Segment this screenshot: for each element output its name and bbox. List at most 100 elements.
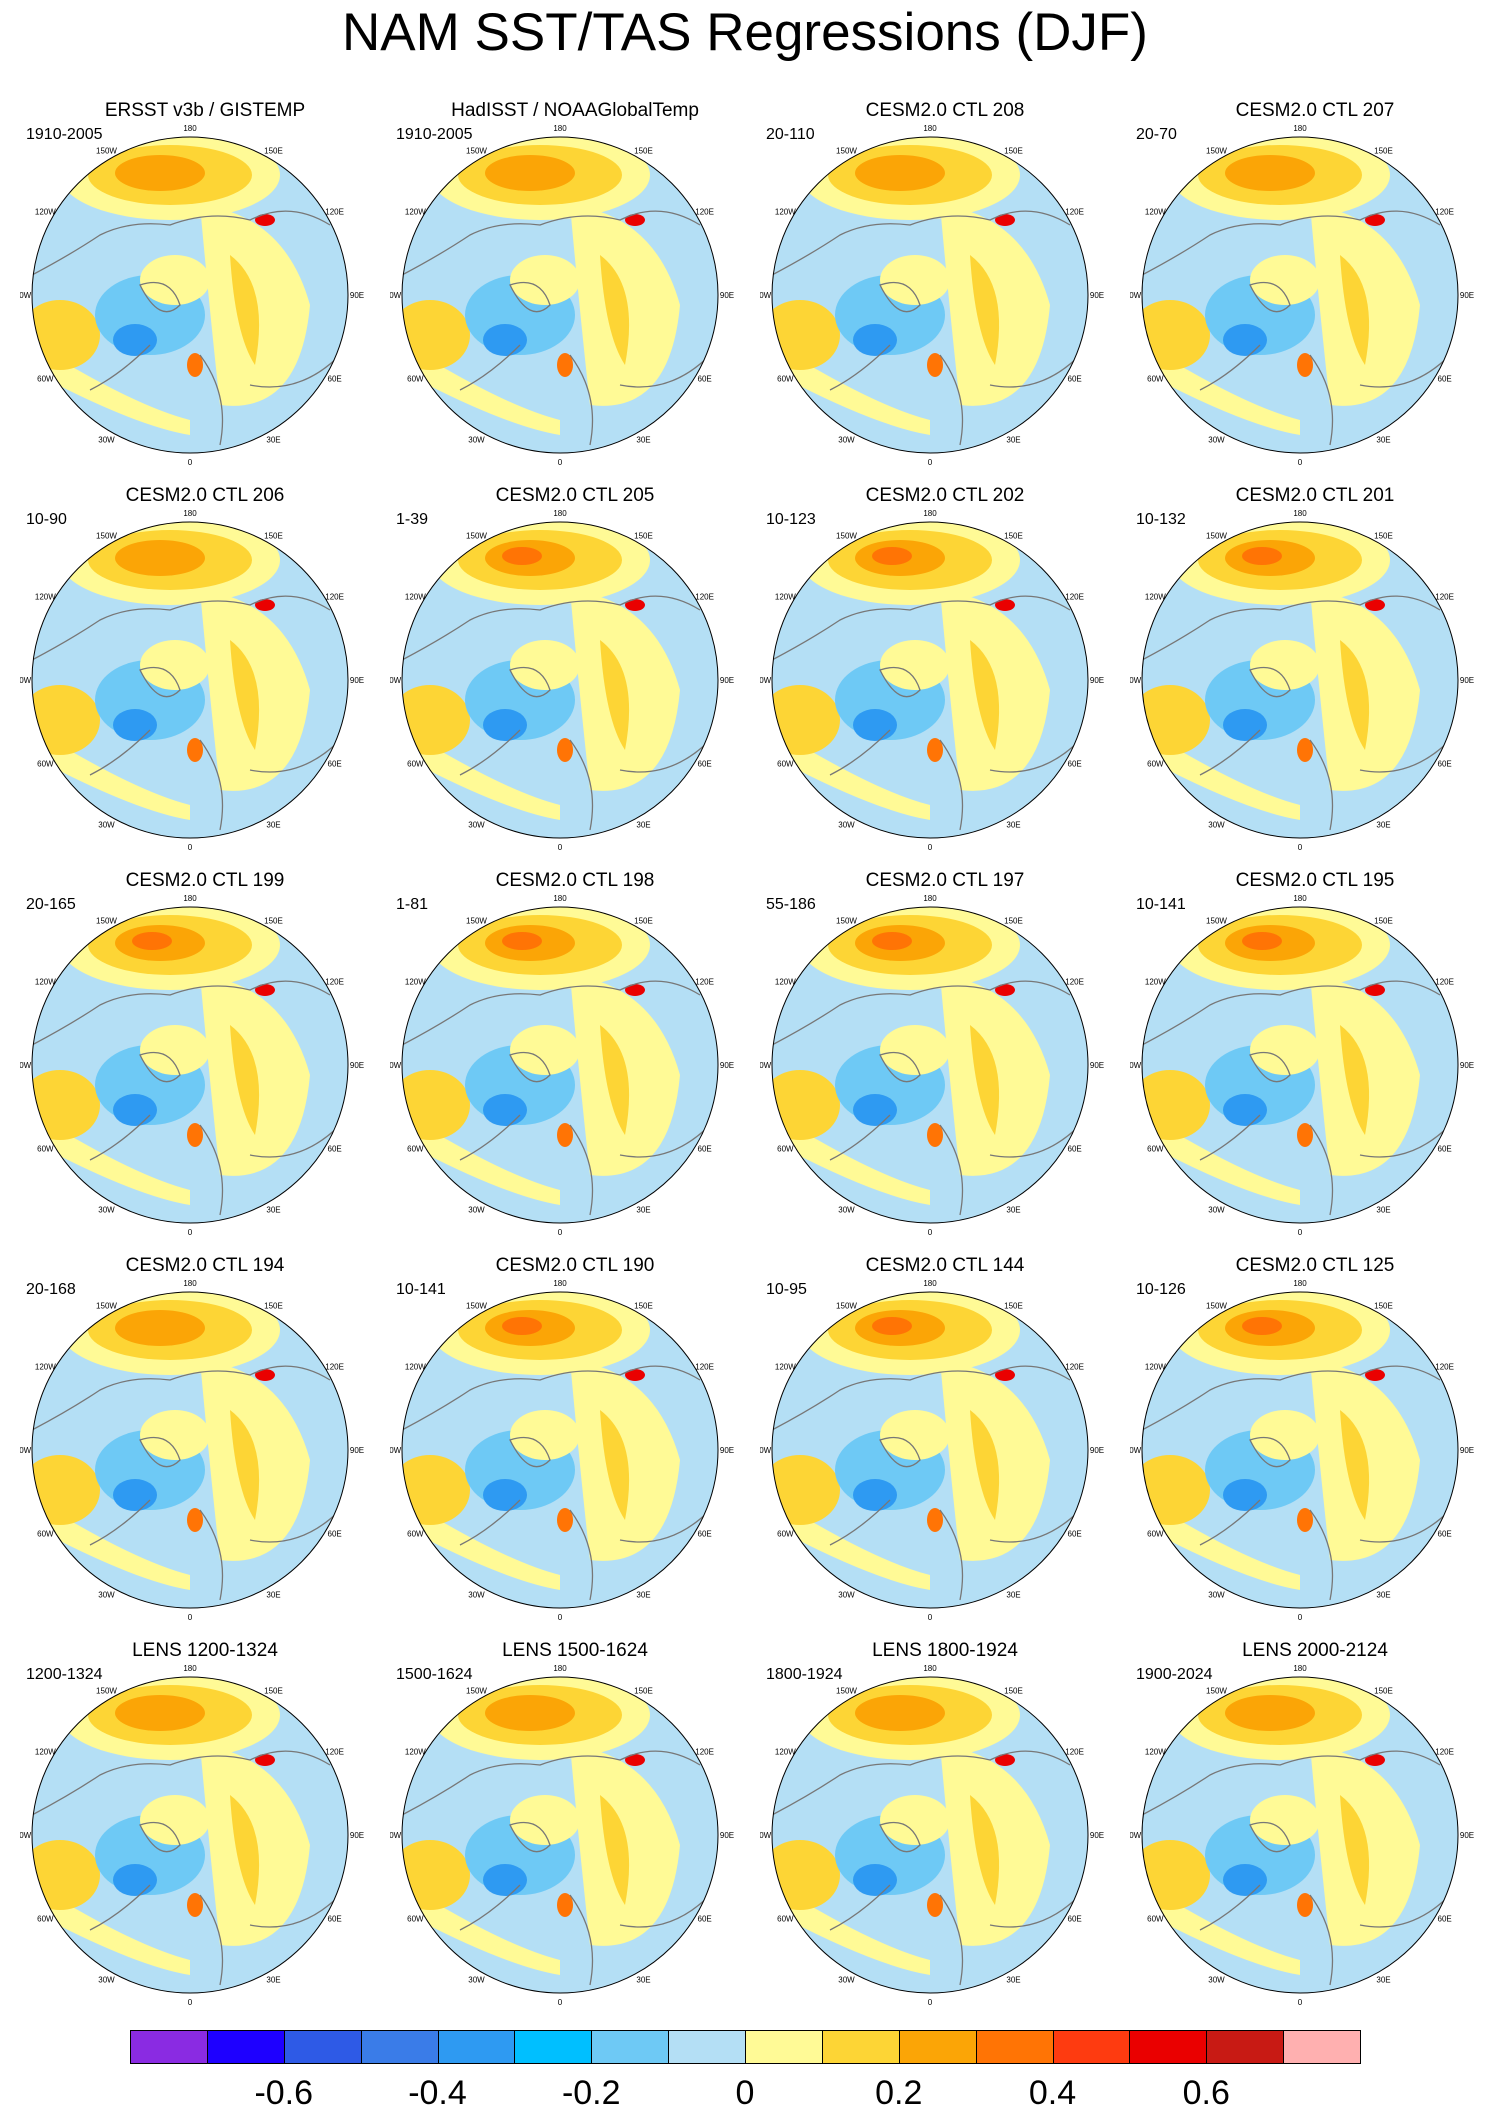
panel-title: CESM2.0 CTL 202 [865,485,1025,506]
longitude-label: 60E [1068,760,1082,769]
longitude-label: 90W [1130,676,1142,685]
longitude-label: 30E [1376,1976,1390,1985]
longitude-label: 60W [777,375,794,384]
longitude-label: 60W [1147,1530,1164,1539]
longitude-label: 60E [1438,1145,1452,1154]
panel-title: CESM2.0 CTL 197 [865,870,1025,891]
longitude-label: 90E [1090,1446,1104,1455]
panel-period: 20-70 [1136,126,1177,143]
longitude-label: 150W [96,1301,117,1310]
colorbar-box [821,2030,900,2064]
longitude-label: 30E [266,436,280,445]
longitude-label: 120E [1435,1748,1454,1757]
longitude-label: 0 [1298,1998,1303,2007]
longitude-label: 150W [96,146,117,155]
polar-map: 180 150E 120E 90E 60E 30E 0 30W 60W 90W 120W 150W [20,124,364,467]
longitude-label: 180 [923,1664,937,1673]
longitude-label: 30E [1006,1591,1020,1600]
longitude-label: 60W [407,1145,424,1154]
longitude-label: 30E [1006,821,1020,830]
colorbar-tick-label: -0.6 [254,2074,314,2112]
longitude-label: 120W [405,593,426,602]
longitude-label: 90W [1130,291,1142,300]
panel-period: 10-141 [1136,896,1186,913]
longitude-label: 120E [1065,593,1084,602]
polar-map: 180 150E 120E 90E 60E 30E 0 30W 60W 90W 120W 150W [390,124,734,467]
map-panel: 180 150E 120E 90E 60E 30E 0 30W 60W 90W 120W 150W CE… [760,485,1130,865]
map-panel: 180 150E 120E 90E 60E 30E 0 30W 60W 90W 120W 150W LE… [760,1640,1130,2020]
longitude-label: 60E [1068,1530,1082,1539]
longitude-label: 90W [390,291,402,300]
longitude-label: 150W [466,531,487,540]
colorbar: -0.6 -0.4 -0.2 0 0.2 0.4 0.6 [130,2030,1361,2112]
polar-map: 180 150E 120E 90E 60E 30E 0 30W 60W 90W 120W 150W [20,1279,364,1622]
panel-title: LENS 2000-2124 [1242,1640,1388,1661]
longitude-label: 180 [553,509,567,518]
longitude-label: 120W [775,1748,796,1757]
longitude-label: 180 [183,124,197,133]
panel-title: CESM2.0 CTL 144 [865,1255,1025,1276]
map-panel: 180 150E 120E 90E 60E 30E 0 30W 60W 90W 120W 150W LE… [390,1640,760,2020]
longitude-label: 60E [328,760,342,769]
longitude-label: 150W [1206,1301,1227,1310]
longitude-label: 120E [695,978,714,987]
longitude-label: 60W [37,1530,54,1539]
longitude-label: 120W [775,978,796,987]
longitude-label: 30W [98,1976,115,1985]
longitude-label: 180 [1293,1664,1307,1673]
longitude-label: 120E [1065,1748,1084,1757]
longitude-label: 30W [838,1591,855,1600]
longitude-label: 120E [325,208,344,217]
longitude-label: 60W [1147,1145,1164,1154]
longitude-label: 90W [760,291,772,300]
polar-map: 180 150E 120E 90E 60E 30E 0 30W 60W 90W 120W 150W [20,509,364,852]
panel-title: HadISST / NOAAGlobalTemp [451,100,699,121]
longitude-label: 150W [836,146,857,155]
longitude-label: 60W [407,1530,424,1539]
polar-map: 180 150E 120E 90E 60E 30E 0 30W 60W 90W 120W 150W [1130,894,1474,1237]
longitude-label: 120W [1145,593,1166,602]
longitude-label: 30E [1006,1206,1020,1215]
longitude-label: 60W [407,375,424,384]
panel-period: 1900-2024 [1136,1666,1213,1683]
longitude-label: 150E [1004,916,1023,925]
map-panel: 180 150E 120E 90E 60E 30E 0 30W 60W 90W 120W 150W CE… [20,485,390,865]
longitude-label: 60E [1438,1530,1452,1539]
longitude-label: 30E [266,821,280,830]
longitude-label: 30W [838,436,855,445]
longitude-label: 0 [1298,843,1303,852]
longitude-label: 0 [558,1228,563,1237]
longitude-label: 90W [20,676,32,685]
longitude-label: 30E [636,436,650,445]
colorbar-box [130,2030,208,2064]
longitude-label: 90E [1460,1831,1474,1840]
longitude-label: 0 [188,458,193,467]
longitude-label: 180 [923,894,937,903]
panel-period: 10-95 [766,1281,807,1298]
longitude-label: 180 [183,894,197,903]
map-panel: 180 150E 120E 90E 60E 30E 0 30W 60W 90W 120W 150W CE… [20,1255,390,1635]
longitude-label: 90E [1090,1061,1104,1070]
longitude-label: 30W [98,1206,115,1215]
longitude-label: 90E [720,1061,734,1070]
longitude-label: 60W [777,1145,794,1154]
longitude-label: 30W [98,821,115,830]
polar-map: 180 150E 120E 90E 60E 30E 0 30W 60W 90W 120W 150W [760,124,1104,467]
longitude-label: 150W [96,531,117,540]
longitude-label: 90E [720,1831,734,1840]
panel-period: 1-81 [396,896,429,913]
longitude-label: 180 [553,894,567,903]
longitude-label: 150E [264,146,283,155]
longitude-label: 30E [266,1206,280,1215]
longitude-label: 120E [1065,1363,1084,1372]
longitude-label: 30E [1376,1591,1390,1600]
panel-period: 1910-2005 [396,126,473,143]
longitude-label: 120E [1435,1363,1454,1372]
longitude-label: 90W [20,291,32,300]
panel-period: 20-110 [766,126,815,143]
longitude-label: 120W [1145,978,1166,987]
longitude-label: 0 [928,1998,933,2007]
longitude-label: 180 [183,509,197,518]
colorbar-tick-label: 0.4 [1028,2074,1077,2112]
longitude-label: 180 [183,1664,197,1673]
